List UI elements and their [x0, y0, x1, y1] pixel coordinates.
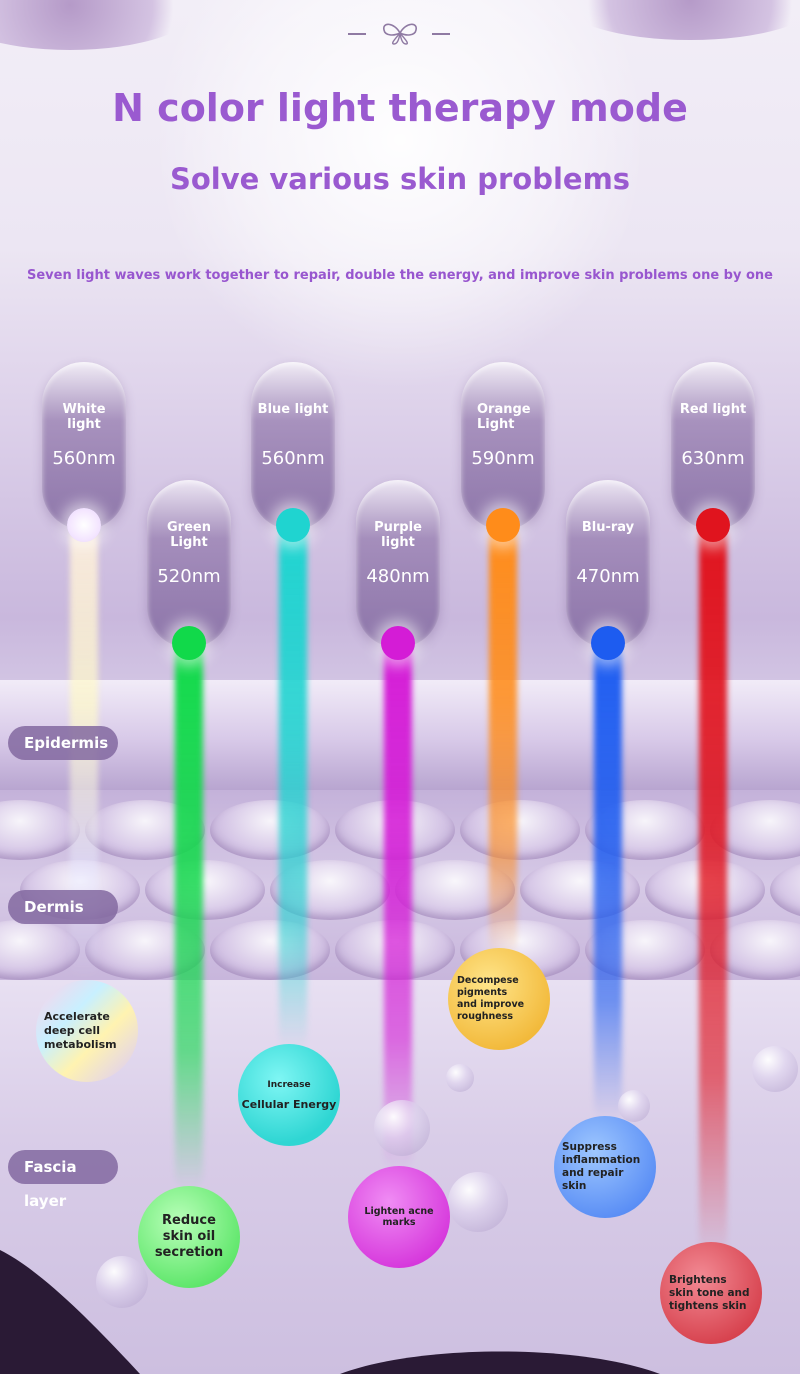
- light-name: Orange Light: [477, 402, 531, 432]
- light-mode-pill: Green Light 520nm: [147, 480, 231, 660]
- light-name: White light: [62, 402, 106, 432]
- wavelength-label: 520nm: [157, 566, 221, 587]
- skin-cell: [145, 860, 265, 920]
- effect-green-text: Reduce skin oil secretion: [154, 1213, 224, 1260]
- light-source-dot: [696, 508, 730, 542]
- wavelength-label: 590nm: [471, 448, 535, 469]
- effect-blu-ray-text: Suppress inflammation and repair skin: [562, 1141, 641, 1192]
- decorative-line-right: [432, 33, 450, 35]
- bubble-decoration: [618, 1090, 650, 1122]
- light-name: Green Light: [167, 520, 211, 550]
- light-name: Blu-ray: [581, 520, 635, 535]
- epidermis-label: Epidermis: [8, 726, 118, 760]
- effect-blue-main: Cellular Energy: [241, 1097, 337, 1111]
- light-mode-pill: Orange Light 590nm: [461, 362, 545, 542]
- effect-red-text: Brightens skin tone and tightens skin: [669, 1273, 750, 1312]
- light-source-dot: [172, 626, 206, 660]
- light-beam: [699, 524, 727, 1260]
- light-source-dot: [591, 626, 625, 660]
- light-mode-pill: Blue light 560nm: [251, 362, 335, 542]
- butterfly-icon: [383, 23, 417, 45]
- bubble-decoration: [448, 1172, 508, 1232]
- light-mode-pill: Purple light 480nm: [356, 480, 440, 660]
- effect-white-bubble: Accelerate deep cell metabolism: [36, 980, 138, 1082]
- skin-cell: [520, 860, 640, 920]
- light-beam: [279, 524, 307, 1050]
- dermis-label: Dermis: [8, 890, 118, 924]
- wavelength-label: 480nm: [366, 566, 430, 587]
- wavelength-label: 560nm: [52, 448, 116, 469]
- light-beam: [175, 642, 203, 1190]
- effect-purple-text: Lighten acne marks: [364, 1206, 434, 1228]
- bubble-decoration: [752, 1046, 798, 1092]
- tagline: Seven light waves work together to repai…: [27, 268, 773, 283]
- effect-orange-bubble: Decompese pigments and improve roughness: [448, 948, 550, 1050]
- light-mode-pill: White light 560nm: [42, 362, 126, 542]
- effect-orange-text: Decompese pigments and improve roughness: [457, 975, 525, 1022]
- light-source-dot: [67, 508, 101, 542]
- skin-cell: [460, 800, 580, 860]
- light-beam: [489, 524, 517, 960]
- bubble-decoration: [96, 1256, 148, 1308]
- bubble-decoration: [446, 1064, 474, 1092]
- light-source-dot: [276, 508, 310, 542]
- light-name: Purple light: [374, 520, 422, 550]
- effect-blue-small: Increase: [267, 1079, 311, 1090]
- wavelength-label: 630nm: [681, 448, 745, 469]
- wavelength-label: 470nm: [576, 566, 640, 587]
- effect-blue-bubble: Increase Cellular Energy: [238, 1044, 340, 1146]
- background-glow: [160, 0, 640, 400]
- light-source-dot: [486, 508, 520, 542]
- fascia-layer-label: Fascia layer: [8, 1150, 118, 1210]
- light-name: Blue light: [257, 402, 329, 417]
- decorative-line-left: [348, 33, 366, 35]
- skin-cell: [210, 920, 330, 980]
- light-beam: [384, 642, 412, 1170]
- effect-blu-ray-bubble: Suppress inflammation and repair skin: [554, 1116, 656, 1218]
- top-left-shape: [0, 0, 200, 50]
- effect-green-bubble: Reduce skin oil secretion: [138, 1186, 240, 1288]
- skin-cell: [210, 800, 330, 860]
- page-subtitle: Solve various skin problems: [169, 162, 631, 196]
- effect-white-text: Accelerate deep cell metabolism: [44, 1010, 117, 1051]
- page-title: N color light therapy mode: [112, 86, 688, 130]
- light-source-dot: [381, 626, 415, 660]
- light-mode-pill: Red light 630nm: [671, 362, 755, 542]
- light-name: Red light: [679, 402, 747, 417]
- bubble-decoration: [374, 1100, 430, 1156]
- effect-purple-bubble: Lighten acne marks: [348, 1166, 450, 1268]
- bottom-center-shape: [340, 1351, 660, 1374]
- effect-red-bubble: Brightens skin tone and tightens skin: [660, 1242, 762, 1344]
- light-mode-pill: Blu-ray 470nm: [566, 480, 650, 660]
- light-beam: [594, 642, 622, 1120]
- bottom-left-shape: [0, 1250, 140, 1374]
- wavelength-label: 560nm: [261, 448, 325, 469]
